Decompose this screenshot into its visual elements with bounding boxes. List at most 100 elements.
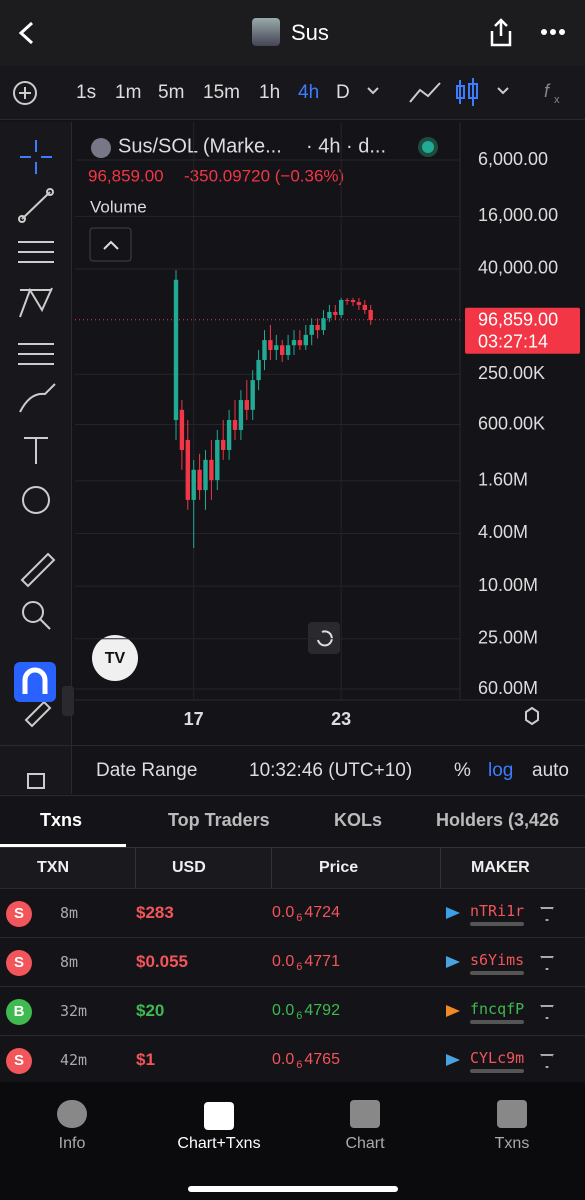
date-range[interactable]: Date Range — [96, 760, 198, 781]
candle-body — [221, 439, 226, 450]
maker[interactable]: CYLc9m — [470, 1049, 525, 1067]
back-button[interactable] — [16, 20, 38, 46]
price-part: 0.0 — [272, 1051, 295, 1068]
candle-body — [238, 400, 244, 430]
tab-underline — [0, 844, 126, 847]
tv-logo-text: TV — [105, 650, 126, 667]
txn-age: 32m — [60, 1002, 88, 1020]
y-tick-label: 250.00K — [478, 363, 545, 383]
tab[interactable]: Txns — [40, 810, 83, 830]
y-tick-label: 16,000.00 — [478, 205, 558, 225]
candle-body — [256, 359, 261, 381]
percent-toggle[interactable]: % — [454, 760, 471, 781]
tab[interactable]: KOLs — [334, 810, 383, 830]
nav-icon[interactable] — [350, 1100, 380, 1128]
maker-bar — [470, 971, 524, 975]
candle-body — [285, 345, 291, 356]
last-price-badge — [465, 307, 580, 354]
clock: 10:32:46 (UTC+10) — [249, 760, 413, 781]
collapse-button[interactable] — [89, 227, 132, 262]
maker-bar — [470, 1020, 524, 1024]
txn-age: 8m — [60, 953, 79, 971]
column-header: MAKER — [471, 859, 530, 876]
dropdown[interactable] — [366, 86, 380, 96]
price-part: 6 — [296, 961, 303, 973]
candle-style-icon[interactable] — [454, 76, 480, 110]
candle-body — [309, 324, 314, 335]
tab[interactable]: Holders (3,426 — [436, 810, 560, 830]
txn-usd: $1 — [136, 1050, 155, 1069]
candle-body — [321, 318, 326, 331]
side-badge: S — [6, 1048, 32, 1074]
reset-button[interactable] — [308, 622, 340, 654]
reset-icon — [317, 630, 333, 647]
nav-label[interactable]: Info — [58, 1135, 86, 1152]
price-part: 6 — [296, 1010, 303, 1022]
tab[interactable]: Top Traders — [168, 810, 270, 830]
interval[interactable]: 1h — [259, 82, 281, 103]
add-button[interactable] — [12, 80, 38, 106]
line-style-icon[interactable] — [408, 78, 442, 108]
column-header: USD — [172, 859, 206, 876]
share-button[interactable] — [488, 18, 514, 48]
txn-price: 0.0 6 4724 — [272, 904, 340, 924]
candle-body — [226, 420, 232, 450]
nav-icon[interactable] — [497, 1100, 527, 1128]
price-part: 4771 — [304, 953, 340, 970]
candle-body — [344, 300, 350, 302]
nav-label[interactable]: Chart — [345, 1135, 385, 1152]
settings-icon[interactable] — [525, 706, 539, 726]
nav-icon[interactable] — [57, 1100, 87, 1128]
txn-age: 8m — [60, 904, 79, 922]
nav-label[interactable]: Txns — [494, 1135, 530, 1152]
log-toggle[interactable]: log — [488, 760, 514, 781]
candle-body — [297, 340, 303, 346]
countdown: 03:27:14 — [478, 332, 548, 352]
filter-icon[interactable] — [540, 956, 554, 970]
y-tick-label: 40,000.00 — [478, 258, 558, 278]
maker[interactable]: s6Yims — [470, 951, 525, 969]
filter-icon[interactable] — [540, 907, 554, 921]
interval[interactable]: 4h — [298, 82, 320, 103]
last-price-label: 96,859.00 — [478, 310, 558, 330]
price-part: 0.0 — [272, 953, 295, 970]
y-tick-label: 4.00M — [478, 522, 528, 542]
price-part: 0.0 — [272, 1002, 295, 1019]
status-dot — [422, 141, 434, 153]
maker[interactable]: fncqfP — [470, 1000, 525, 1018]
txn-row: B 32m $20 0.0 6 4792 fncqfP — [0, 986, 585, 1035]
y-tick-label: 1.60M — [478, 470, 528, 490]
candle-body — [368, 309, 373, 321]
table-header: TXN USD Price MAKER — [0, 847, 585, 889]
filter-icon[interactable] — [540, 1054, 554, 1068]
candle-body — [179, 409, 185, 450]
maker-icon — [446, 1005, 460, 1017]
maker[interactable]: nTRi1r — [470, 902, 525, 920]
price-part: 4792 — [304, 1002, 340, 1019]
x-tick-label: 23 — [331, 709, 351, 729]
interval[interactable]: 1s — [76, 82, 97, 103]
interval[interactable]: 5m — [158, 82, 185, 103]
candle-body — [268, 340, 273, 351]
drawing-tools — [0, 122, 72, 794]
candle-body — [356, 302, 362, 305]
candle-body — [215, 439, 220, 481]
filter-icon[interactable] — [540, 1005, 554, 1019]
column-divider — [271, 848, 272, 889]
more-button[interactable] — [540, 28, 566, 36]
interval[interactable]: 15m — [203, 82, 240, 103]
panel-toggle[interactable] — [62, 686, 74, 716]
nav-icon[interactable] — [204, 1102, 234, 1130]
interval[interactable]: 1m — [115, 82, 142, 103]
dropdown[interactable] — [496, 86, 510, 96]
legend-volume: Volume — [90, 197, 147, 216]
maker-icon — [446, 956, 460, 968]
txn-price: 0.0 6 4771 — [272, 953, 340, 973]
y-tick-label: 10.00M — [478, 575, 538, 595]
interval[interactable]: D — [336, 82, 350, 103]
auto-toggle[interactable]: auto — [532, 760, 569, 781]
nav-label[interactable]: Chart+Txns — [177, 1135, 261, 1152]
